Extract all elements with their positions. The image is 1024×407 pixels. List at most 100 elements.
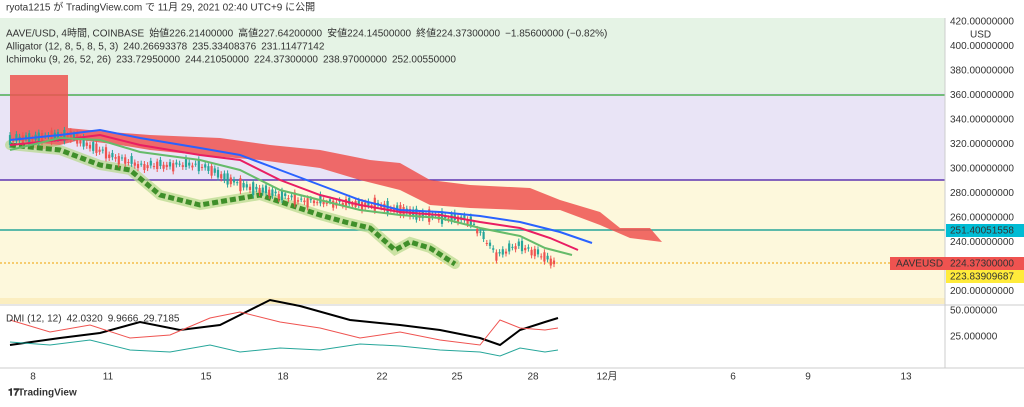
- candle-body: [296, 200, 300, 202]
- candle-body: [287, 197, 290, 199]
- candle-body: [348, 197, 351, 205]
- price-label: 320.00000000: [950, 139, 1014, 150]
- candle-body: [223, 173, 226, 181]
- candle-body: [114, 157, 117, 159]
- legend-text: 29.7185: [143, 314, 180, 325]
- candle-body: [543, 252, 546, 262]
- candle-body: [12, 140, 15, 142]
- candle-body: [120, 157, 124, 159]
- legend-text: 9.9666: [108, 314, 139, 325]
- symbol-tag: AAVEUSD: [896, 259, 943, 270]
- candle-body: [82, 136, 85, 147]
- candle-body: [165, 164, 168, 168]
- candle-body: [364, 202, 367, 207]
- symbol-tag-bg: [890, 257, 1024, 270]
- candle-body: [514, 246, 517, 250]
- dmi-label: 50.000000: [950, 306, 998, 317]
- dmi-label: 25.000000: [950, 332, 998, 343]
- legend-text: Ichimoku (9, 26, 52, 26): [6, 55, 111, 66]
- candle-body: [536, 249, 540, 255]
- legend-text: DMI (12, 12): [6, 314, 62, 325]
- price-axis: [945, 0, 1024, 368]
- candle-body: [168, 162, 172, 167]
- candle-body: [229, 177, 232, 185]
- candle-body: [216, 169, 220, 178]
- legend-text: 始値226.21400000: [149, 27, 233, 40]
- candle-body: [325, 202, 328, 204]
- candle-body: [280, 190, 284, 201]
- legend-text: 240.26693378: [123, 42, 187, 53]
- candle-body: [351, 203, 354, 206]
- candle-body: [162, 164, 165, 169]
- price-tag-bg: [946, 270, 1024, 283]
- price-label: 340.00000000: [950, 115, 1014, 126]
- candle-body: [140, 163, 143, 165]
- time-label: 11: [103, 372, 114, 383]
- time-label: 28: [527, 372, 539, 383]
- legend-text: 238.97000000: [323, 55, 387, 66]
- candle-body: [133, 162, 136, 166]
- candle-body: [274, 191, 277, 194]
- dmi-adx: [9, 298, 559, 347]
- candle-body: [501, 249, 504, 255]
- candle-body: [264, 185, 268, 194]
- price-label: 240.00000000: [950, 237, 1014, 248]
- candle-body: [552, 260, 556, 265]
- brand: TradingView: [18, 388, 77, 399]
- candle-body: [344, 199, 348, 208]
- price-label: 300.00000000: [950, 164, 1014, 175]
- publisher: ryota1215 が TradingView.com で 11月 29, 20…: [6, 1, 315, 14]
- candle-body: [284, 193, 287, 197]
- candle-body: [117, 156, 120, 165]
- time-label: 15: [200, 372, 212, 383]
- time-label: 8: [30, 372, 36, 383]
- alligator-jaw: [9, 128, 593, 244]
- time-label: 25: [451, 372, 463, 383]
- candle-body: [370, 205, 373, 207]
- candle-body: [319, 194, 322, 204]
- candle-body: [108, 154, 111, 159]
- candle-body: [79, 138, 82, 144]
- legend-text: −1.85600000 (−0.82%): [505, 29, 607, 40]
- candle-body: [156, 161, 159, 170]
- price-tag: 224.37300000: [950, 259, 1014, 270]
- candle-body: [268, 189, 271, 196]
- candle-body: [181, 165, 184, 167]
- time-label: 6: [730, 372, 736, 383]
- candle-body: [72, 134, 76, 139]
- candle-body: [24, 135, 28, 139]
- candle-body: [236, 182, 239, 184]
- price-label: 380.00000000: [950, 66, 1014, 77]
- candle-body: [178, 163, 181, 165]
- candle-body: [143, 163, 146, 171]
- candle-body: [98, 149, 101, 152]
- legend-text: 252.00550000: [392, 55, 456, 66]
- candle-body: [479, 231, 482, 233]
- candle-body: [533, 248, 536, 257]
- price-label: 400.00000000: [950, 41, 1014, 52]
- candle-body: [69, 131, 72, 140]
- candle-body: [197, 159, 200, 172]
- candle-body: [492, 248, 495, 250]
- candle-body: [277, 194, 280, 200]
- candle-body: [540, 256, 543, 258]
- candle-body: [130, 156, 133, 164]
- candle-body: [92, 142, 95, 151]
- legend-text: 42.0320: [67, 314, 104, 325]
- candle-body: [63, 129, 66, 142]
- candle-body: [101, 149, 104, 151]
- candle-body: [316, 202, 319, 204]
- candle-body: [527, 247, 530, 249]
- candle-body: [15, 134, 18, 141]
- candle-body: [428, 209, 431, 222]
- candle-body: [485, 243, 488, 245]
- candle-body: [252, 182, 255, 196]
- candle-body: [341, 202, 344, 206]
- candle-body: [159, 159, 162, 167]
- candle-body: [200, 166, 204, 168]
- candle-body: [188, 162, 191, 166]
- candle-body: [367, 201, 370, 206]
- price-tag-bg: [946, 224, 1024, 237]
- candle-body: [194, 163, 197, 165]
- candle-body: [495, 252, 498, 261]
